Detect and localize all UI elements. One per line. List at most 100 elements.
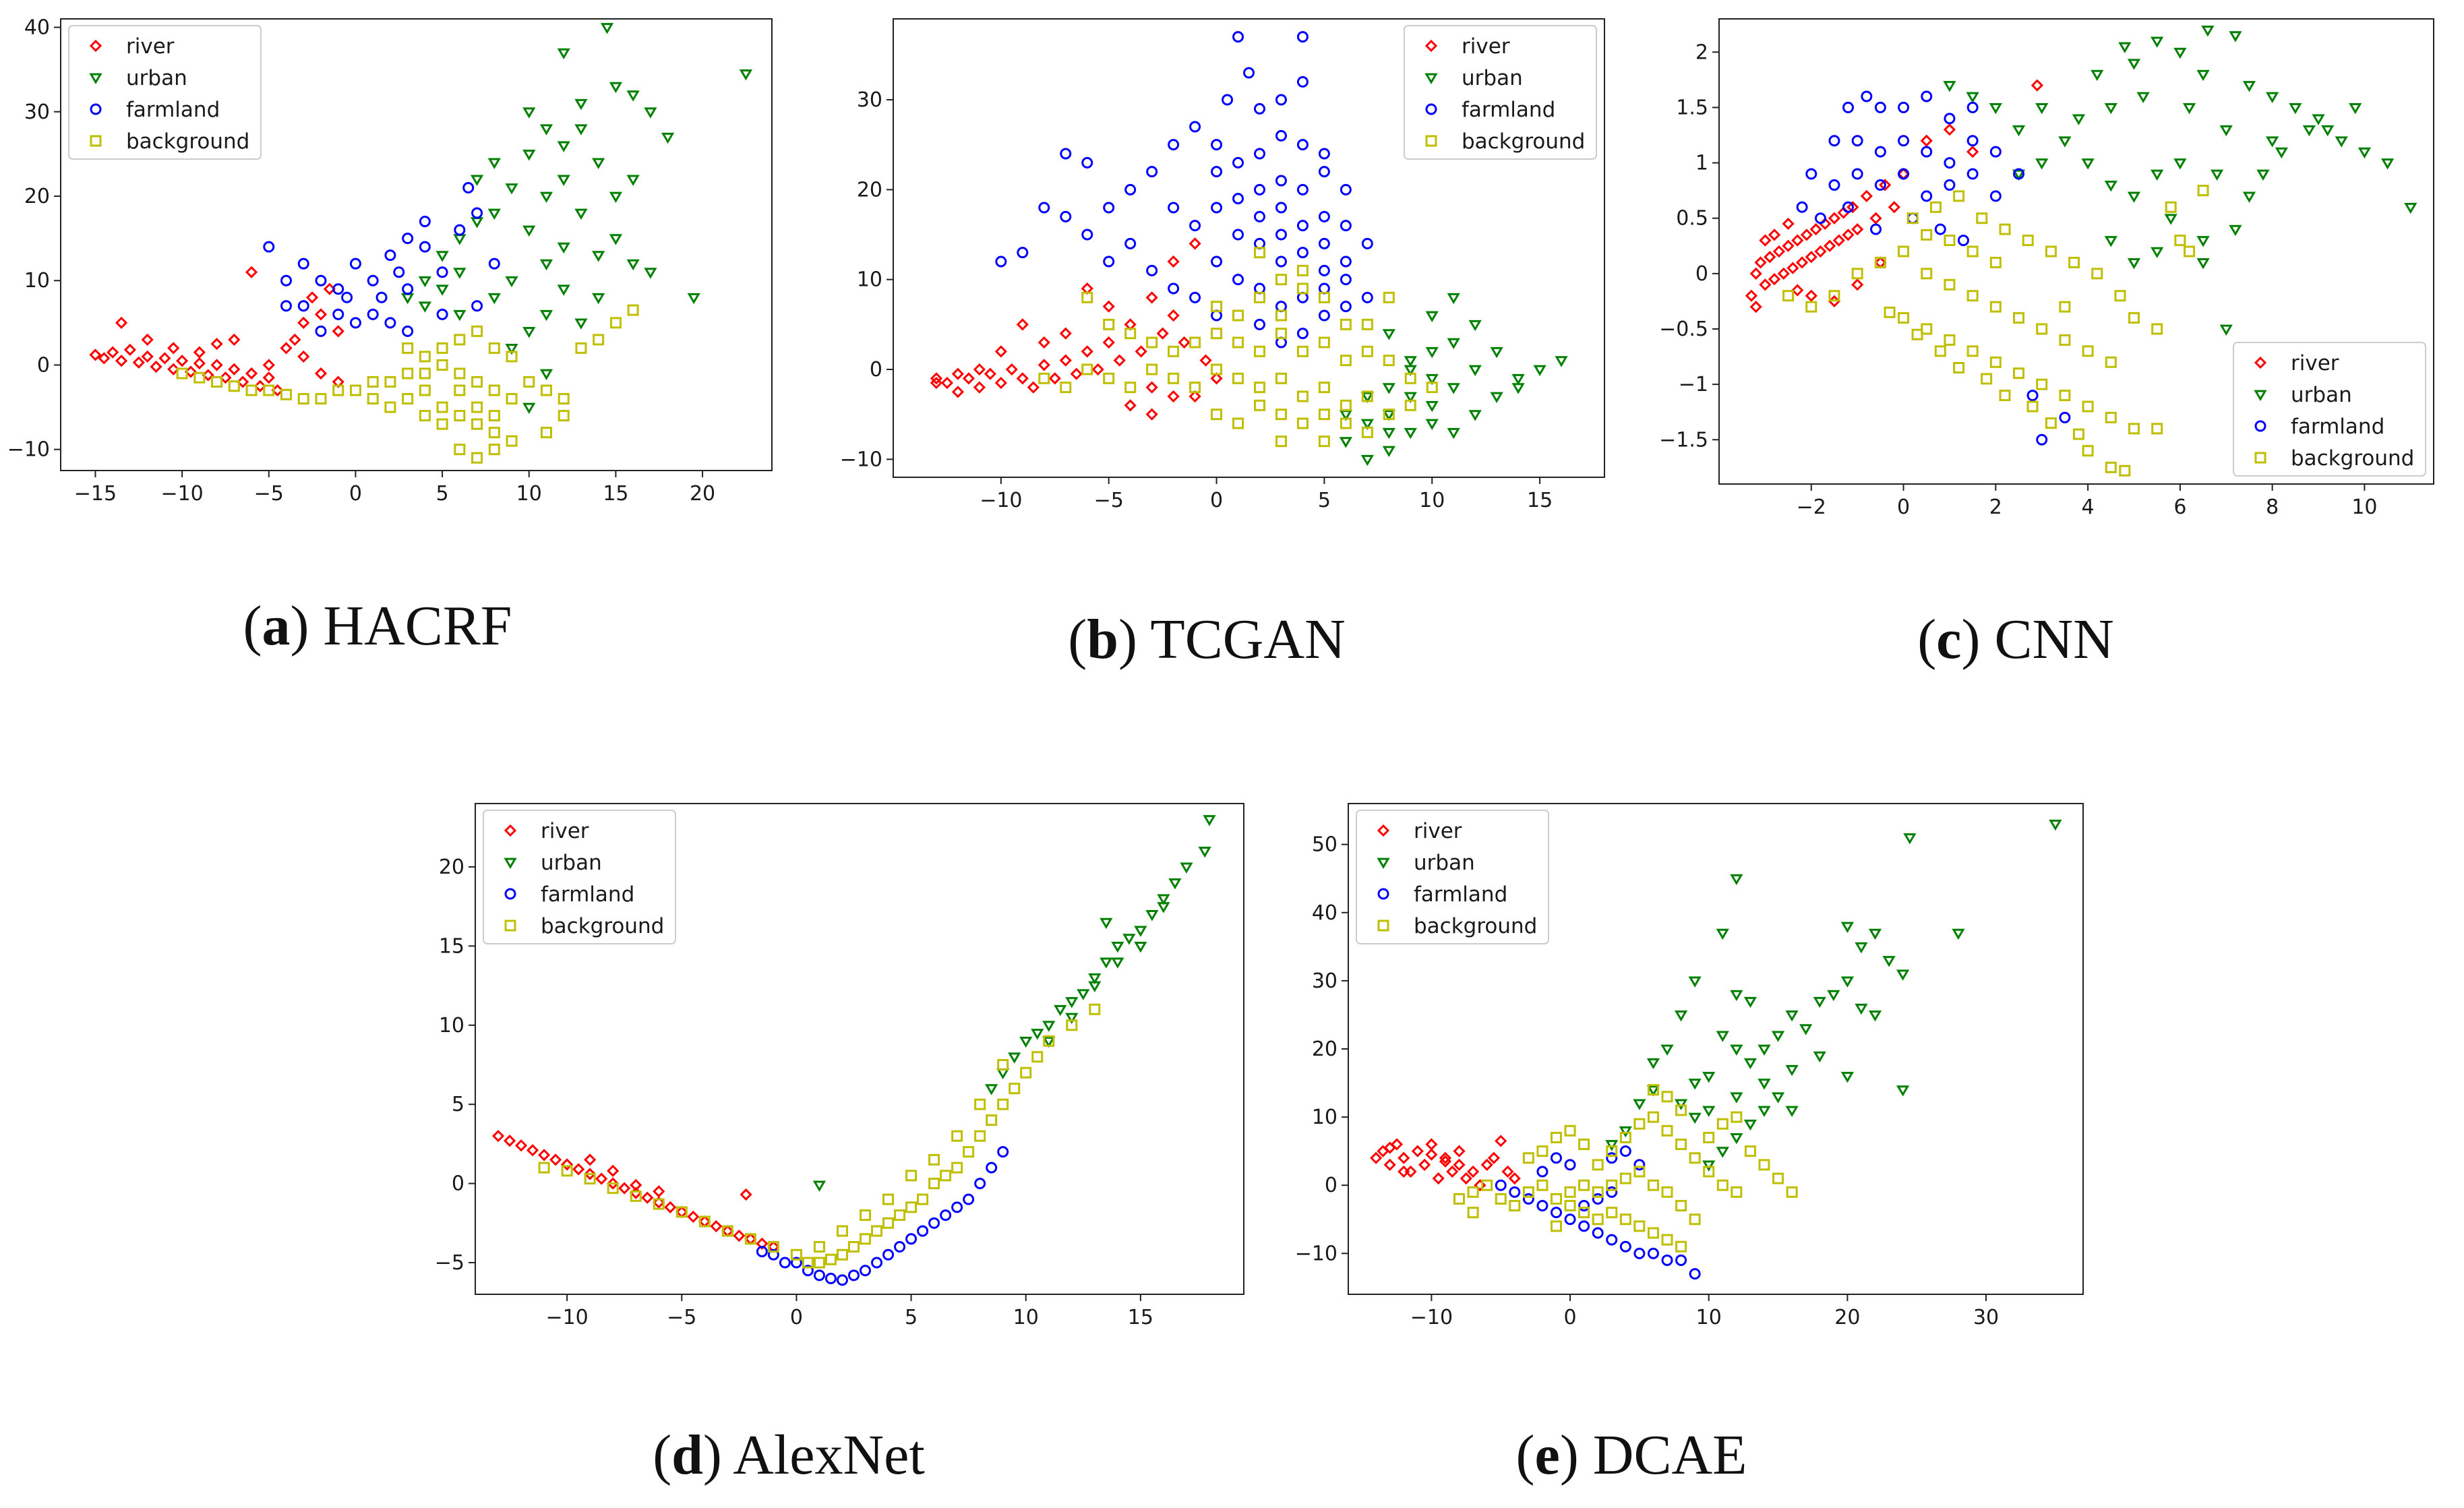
point-river [167, 342, 180, 355]
point-urban [1646, 1085, 1660, 1097]
point-farmland [1944, 113, 1956, 125]
point-urban [539, 259, 553, 271]
point-background [1633, 1166, 1646, 1178]
point-background [1318, 291, 1330, 303]
point-urban [1813, 996, 1826, 1008]
point-background [436, 342, 448, 354]
panel-d: −10 −5 0 5 10 15 −5 0 5 10 15 20 river urban farmland b… [391, 789, 1267, 1508]
point-farmland [2026, 390, 2039, 402]
point-river [1782, 217, 1795, 231]
point-background [1081, 363, 1093, 375]
point-urban [2229, 31, 2242, 42]
point-urban [1785, 1064, 1799, 1077]
point-background [1361, 318, 1373, 330]
point-urban [522, 225, 536, 237]
point-farmland [1222, 94, 1234, 106]
point-urban [1077, 989, 1090, 1000]
point-background [540, 427, 552, 439]
point-background [1661, 1091, 1673, 1103]
point-background [332, 384, 344, 396]
point-background [1318, 382, 1330, 394]
point-background [1404, 399, 1416, 411]
legend-marker-urban [504, 857, 517, 869]
legend: river urban farmland background [68, 25, 262, 160]
point-farmland [280, 300, 293, 312]
point-background [609, 317, 622, 329]
point-urban [574, 124, 588, 135]
point-river [503, 1135, 516, 1147]
legend-label-river: river [126, 34, 175, 59]
x-tick-label: −10 [545, 1306, 588, 1329]
point-background [1772, 1172, 1784, 1184]
point-farmland [940, 1209, 952, 1222]
point-farmland [2059, 411, 2071, 423]
point-river [1791, 234, 1804, 247]
legend-label-farmland: farmland [541, 882, 634, 907]
point-farmland [1318, 309, 1330, 322]
point-farmland [1168, 282, 1180, 295]
point-background [1944, 235, 1956, 247]
point-background [1296, 345, 1309, 357]
point-background [1253, 345, 1265, 357]
y-tick-label: 0 [452, 1172, 464, 1196]
point-river [2031, 79, 2043, 92]
point-river [228, 333, 241, 346]
point-farmland [1536, 1200, 1549, 1212]
point-urban [574, 318, 588, 330]
point-farmland [1318, 237, 1330, 249]
legend-marker-background [1425, 135, 1437, 147]
point-urban [539, 124, 553, 135]
y-tick-label: 30 [24, 100, 50, 124]
point-farmland [1944, 157, 1956, 169]
legend-marker-background [504, 919, 516, 932]
point-background [1921, 229, 1933, 241]
point-farmland [488, 258, 500, 270]
point-background [1253, 399, 1265, 411]
x-tick-label: 0 [790, 1306, 803, 1329]
legend-marker-farmland [2254, 420, 2266, 432]
caption-letter: a [262, 595, 291, 657]
point-farmland [847, 1269, 860, 1281]
point-background [882, 1217, 895, 1229]
legend-marker-river [2254, 356, 2267, 369]
point-river [1480, 1158, 1493, 1172]
point-urban [1180, 862, 1193, 874]
point-background [1782, 290, 1795, 302]
point-farmland [1296, 328, 1309, 340]
point-background [882, 1193, 895, 1205]
point-urban [2219, 324, 2233, 336]
point-river [141, 333, 154, 346]
point-urban [1840, 922, 1855, 933]
point-background [1103, 318, 1115, 330]
point-farmland [263, 241, 275, 253]
point-background [558, 410, 570, 422]
point-river [1070, 367, 1083, 380]
point-river [984, 367, 996, 380]
point-river [514, 1139, 528, 1152]
point-background [1168, 345, 1180, 357]
y-tick-label: −5 [435, 1251, 464, 1275]
point-river [245, 266, 258, 278]
point-urban [609, 191, 623, 203]
point-urban [1813, 1051, 1826, 1063]
point-background [245, 384, 258, 396]
point-farmland [384, 317, 396, 329]
legend-label-farmland: farmland [2291, 415, 2384, 439]
y-tick-label: −10 [840, 448, 882, 471]
point-background [1989, 256, 2002, 268]
y-tick-label: 2 [1695, 40, 1708, 64]
point-urban [1203, 815, 1216, 826]
point-background [1647, 1111, 1659, 1123]
point-river [297, 316, 310, 329]
point-urban [1031, 1029, 1044, 1040]
y-tick-label: 40 [1312, 901, 1338, 925]
point-urban [1785, 1106, 1799, 1117]
point-urban [2266, 92, 2279, 103]
point-urban [2321, 125, 2335, 137]
point-farmland [297, 258, 309, 270]
point-background [1340, 355, 1352, 367]
point-farmland [436, 266, 448, 278]
caption-title: CNN [1994, 608, 2114, 671]
point-farmland [894, 1241, 906, 1253]
point-background [951, 1130, 963, 1142]
